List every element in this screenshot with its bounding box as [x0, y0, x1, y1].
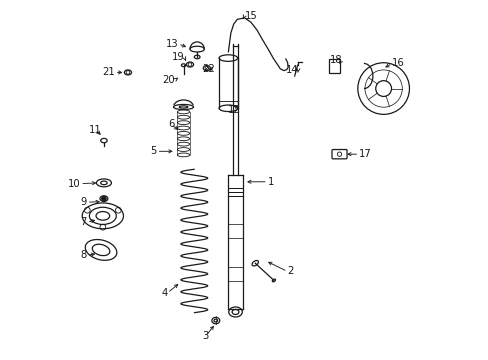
Text: 18: 18	[329, 55, 341, 65]
Text: 5: 5	[150, 146, 156, 156]
Text: 20: 20	[162, 75, 174, 85]
Text: 4: 4	[161, 288, 167, 298]
Text: 13: 13	[165, 39, 178, 49]
Circle shape	[102, 197, 106, 201]
Text: 8: 8	[81, 250, 86, 260]
Text: 16: 16	[391, 58, 404, 68]
Text: 7: 7	[80, 217, 86, 227]
Text: 22: 22	[202, 64, 215, 74]
Text: 21: 21	[102, 67, 115, 77]
Text: 12: 12	[228, 105, 241, 115]
Text: 19: 19	[171, 52, 184, 62]
Text: 10: 10	[67, 179, 80, 189]
Bar	[329, 59, 340, 73]
Text: 2: 2	[287, 266, 293, 276]
Text: 17: 17	[359, 149, 371, 159]
Text: 15: 15	[244, 11, 257, 21]
Text: 1: 1	[267, 177, 274, 187]
Text: 14: 14	[285, 64, 298, 75]
Text: 9: 9	[80, 197, 86, 207]
Text: 6: 6	[167, 120, 174, 129]
Text: 3: 3	[202, 331, 208, 341]
Text: 11: 11	[89, 125, 102, 135]
